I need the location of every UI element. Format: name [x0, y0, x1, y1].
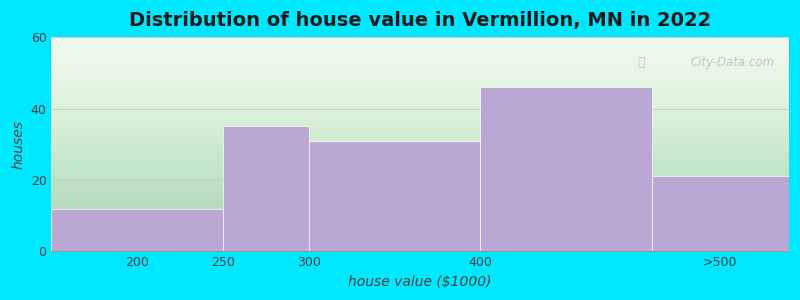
X-axis label: house value ($1000): house value ($1000) [348, 275, 492, 289]
Bar [309, 141, 480, 251]
Y-axis label: houses: houses [11, 120, 25, 169]
Text: ⦿: ⦿ [638, 56, 646, 69]
Bar [480, 87, 652, 251]
Text: City-Data.com: City-Data.com [690, 56, 774, 69]
Bar [51, 208, 223, 251]
Bar [223, 127, 309, 251]
Bar [652, 176, 789, 251]
Title: Distribution of house value in Vermillion, MN in 2022: Distribution of house value in Vermillio… [129, 11, 711, 30]
